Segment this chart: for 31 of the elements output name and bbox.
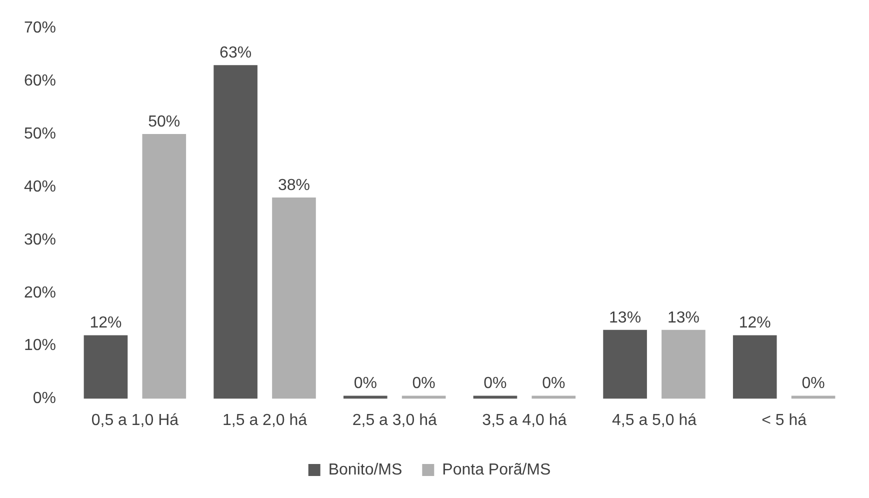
bar <box>214 65 258 399</box>
data-label: 63% <box>220 44 252 62</box>
data-label: 12% <box>90 314 122 332</box>
y-tick-label: 10% <box>24 337 56 354</box>
bar <box>272 198 316 399</box>
x-tick-label: 2,5 a 3,0 há <box>352 412 437 429</box>
data-label: 0% <box>484 375 507 392</box>
x-tick-label: < 5 há <box>762 412 807 429</box>
legend-label: Ponta Porã/MS <box>442 461 551 478</box>
data-label: 0% <box>542 375 566 392</box>
bar <box>142 134 186 399</box>
x-tick-label: 1,5 a 2,0 há <box>222 412 308 429</box>
y-tick-label: 40% <box>24 178 56 196</box>
y-tick-label: 70% <box>24 19 56 36</box>
y-tick-label: 60% <box>24 72 56 90</box>
y-tick-label: 0% <box>32 390 56 408</box>
data-label: 0% <box>802 375 825 392</box>
y-tick-label: 50% <box>24 125 56 142</box>
y-tick-label: 30% <box>24 231 56 248</box>
y-tick-label: 20% <box>24 284 56 302</box>
data-label: 50% <box>148 113 180 130</box>
x-tick-label: 3,5 a 4,0 há <box>482 412 567 429</box>
legend-label: Bonito/MS <box>328 461 402 478</box>
x-tick-label: 0,5 a 1,0 Há <box>91 412 179 429</box>
data-label: 38% <box>278 176 310 194</box>
data-label: 13% <box>667 309 700 326</box>
data-label: 12% <box>738 314 771 332</box>
data-label: 13% <box>609 309 642 326</box>
x-tick-label: 4,5 a 5,0 há <box>612 412 697 429</box>
data-label: 0% <box>412 375 436 392</box>
data-label: 0% <box>354 375 377 392</box>
